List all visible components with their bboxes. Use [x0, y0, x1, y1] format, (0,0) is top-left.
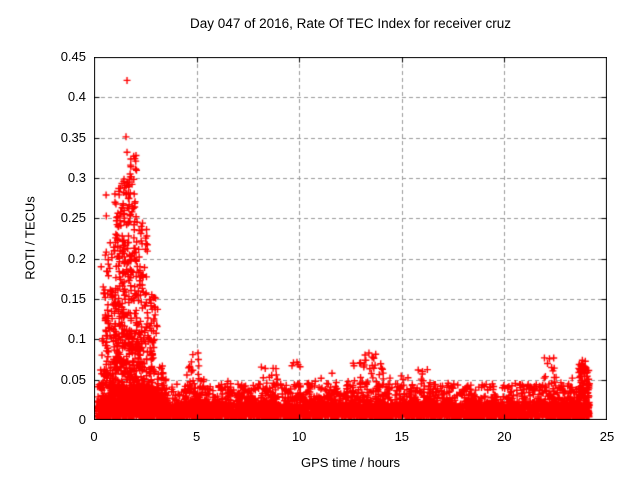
y-axis-label: ROTI / TECUs — [22, 196, 38, 280]
y-tick-label: 0.45 — [60, 49, 86, 64]
x-tick-label: 15 — [394, 429, 410, 444]
x-tick-label: 0 — [90, 429, 98, 444]
y-tick-label: 0.35 — [60, 129, 86, 145]
x-tick-label: 10 — [291, 429, 307, 444]
y-tick-label: 0.2 — [67, 250, 86, 266]
y-tick-label: 0.1 — [67, 331, 86, 347]
y-tick-label: 0.15 — [60, 291, 86, 306]
y-tick-label: 0 — [78, 412, 86, 427]
y-tick-label: 0.25 — [60, 210, 86, 226]
x-axis-label: GPS time / hours — [301, 455, 400, 470]
y-tick-label: 0.4 — [67, 89, 86, 105]
chart-title: Day 047 of 2016, Rate Of TEC Index for r… — [190, 16, 511, 31]
x-tick-label: 20 — [497, 429, 512, 444]
x-tick-label: 5 — [192, 429, 201, 444]
y-tick-label: 0.3 — [67, 170, 86, 185]
x-tick-label: 25 — [599, 429, 615, 444]
y-tick-label: 0.05 — [60, 371, 86, 387]
plot-area — [94, 57, 607, 420]
